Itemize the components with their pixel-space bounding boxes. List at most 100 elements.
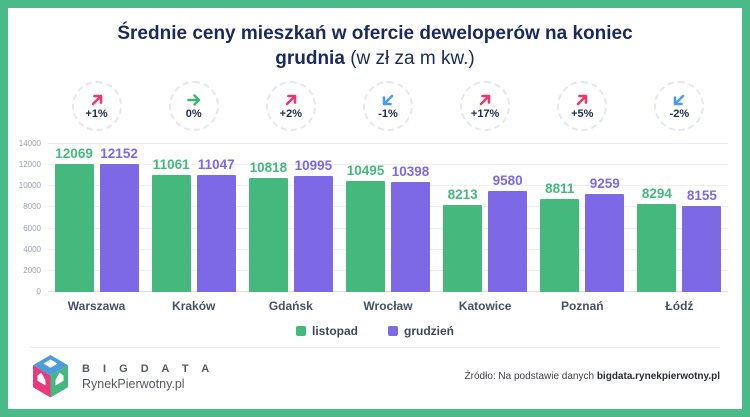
bar-listopad-poznań: 8811 [540,182,580,293]
bar-listopad-gdańsk: 10818 [248,161,288,293]
change-badge-warszawa: +1% [71,81,122,132]
x-axis-labels: Warszawa Kraków Gdańsk Wrocław Katowice Pozna… [48,299,728,313]
bar-grudzień-warszawa: 12152 [99,147,139,293]
x-axis-label-warszawa: Warszawa [67,299,126,314]
y-tick-label: 14000 [18,139,41,149]
plot-area: 12069 12152 11061 11047 10818 10995 10495 10398… [48,143,728,293]
trend-down-arrow-icon [382,94,394,106]
y-tick-label: 10000 [18,181,41,191]
bar-listopad-warszawa: 12069 [54,147,94,293]
change-badges-row: +1% 0% +2% -1% +17% +5% -2% [48,81,728,132]
footer-divider [30,347,720,349]
bar-listopad-kraków: 11061 [151,158,191,293]
bar-value-label: 8213 [447,187,478,203]
x-axis-label-katowice: Katowice [458,299,512,314]
gridline [48,185,728,187]
bar-grudzień-kraków: 11047 [196,158,236,293]
change-percent: -2% [669,108,690,121]
trend-up-arrow-icon [576,94,588,106]
badge-cell: +5% [534,81,631,132]
bar-value-label: 12069 [55,146,93,162]
brand-text: B I G D A T A RynekPierwotny.pl [82,363,214,391]
bar-value-label: 9259 [589,176,620,192]
change-badge-poznań: +5% [557,81,608,132]
bar-value-label: 8155 [686,188,717,204]
gridline [48,249,728,251]
bar-value-label: 8811 [545,181,575,197]
bar-listopad-łódź: 8294 [637,187,677,293]
bar-group-wrocław: 10495 10398 [339,144,436,293]
bar-group-gdańsk: 10818 10995 [242,144,339,293]
change-badge-gdańsk: +2% [265,81,316,132]
change-badge-łódź: -2% [654,81,705,132]
bar-value-label: 11047 [197,157,235,173]
bar-grudzień-gdańsk: 10995 [293,159,333,293]
trend-down-arrow-icon [674,94,685,106]
y-tick-label: 12000 [18,160,41,170]
y-tick-label: 0 [36,287,41,297]
gridline [48,291,728,293]
page-title: Średnie ceny mieszkań w ofercie dewelope… [85,21,665,71]
title-bold: Średnie ceny mieszkań w ofercie dewelope… [117,23,633,70]
change-percent: +5% [571,108,594,121]
gridline [48,143,728,145]
change-percent: +1% [85,108,108,121]
gridline [48,164,728,166]
bar-grudzień-łódź: 8155 [682,189,722,293]
gridline [48,228,728,230]
bar-chart: 14000 12000 10000 8000 6000 4000 2000 0 12069 12… [8,140,728,296]
trend-up-arrow-icon [285,94,297,106]
change-badge-wrocław: -1% [362,81,413,132]
x-axis-label-poznań: Poznań [560,299,604,314]
bar-group-warszawa: 12069 12152 [48,144,145,293]
change-percent: -1% [378,108,398,121]
source-text: Źródło: Na podstawie danych bigdata.ryne… [465,371,720,382]
legend-label: listopad [311,324,358,339]
badge-cell: +2% [242,81,339,132]
gridline [48,270,728,272]
badge-cell: +17% [437,81,534,132]
bar-value-label: 10398 [391,164,430,180]
bar-grudzień-poznań: 9259 [585,177,625,293]
bar-grudzień-wrocław: 10398 [390,165,430,293]
y-tick-label: 4000 [23,245,41,255]
legend-swatch-listopad [295,326,306,337]
bar-value-label: 10818 [249,160,288,176]
source-domain: bigdata.rynekpierwotny.pl [596,371,720,383]
bar-groups: 12069 12152 11061 11047 10818 10995 10495 10398… [48,144,728,293]
y-tick-label: 8000 [23,202,41,212]
brand-name-top: B I G D A T A [82,362,215,375]
trend-up-arrow-icon [479,94,491,106]
bar-group-kraków: 11061 11047 [145,144,242,293]
bar-value-label: 10995 [294,158,333,174]
change-badge-katowice: +17% [460,81,511,132]
badge-cell: -1% [339,81,436,132]
trend-flat-arrow-icon [186,94,201,106]
legend-label: grudzień [404,324,454,339]
y-tick-label: 6000 [23,224,41,234]
bar-listopad-wrocław: 10495 [345,164,385,293]
x-axis-label-gdańsk: Gdańsk [268,299,313,314]
x-axis-label-łódź: Łódź [665,299,694,314]
y-axis: 14000 12000 10000 8000 6000 4000 2000 0 [8,140,48,296]
change-percent: 0% [185,108,202,121]
bar-value-label: 11061 [152,157,190,173]
bar-value-label: 8294 [641,186,672,202]
bar-group-katowice: 8213 9580 [437,144,534,293]
badge-cell: +1% [48,81,145,132]
bar-group-łódź: 8294 8155 [631,144,728,293]
brand-logo: B I G D A T A RynekPierwotny.pl [30,354,214,399]
cube-logo-icon [33,355,68,398]
x-axis-label-kraków: Kraków [172,299,216,314]
badge-cell: -2% [631,81,728,132]
legend-swatch-grudzień [388,326,398,337]
legend-item-grudzień: grudzień [388,324,454,338]
change-percent: +2% [279,108,302,121]
gridline [48,206,728,208]
bar-value-label: 9580 [492,173,523,189]
badge-cell: 0% [145,81,242,132]
source-prefix: Źródło: Na podstawie danych [464,371,597,383]
change-badge-kraków: 0% [168,81,219,132]
trend-up-arrow-icon [91,94,102,106]
bar-value-label: 12152 [100,146,138,162]
